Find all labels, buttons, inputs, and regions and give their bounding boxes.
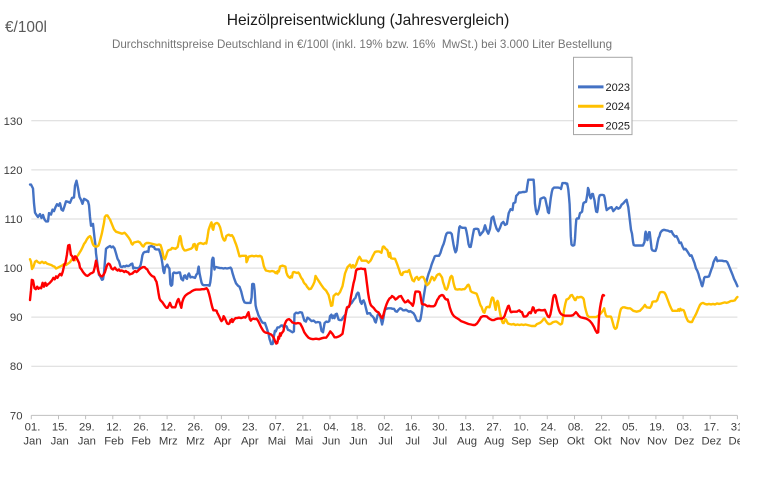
svg-text:01.: 01. (25, 422, 41, 434)
svg-text:Feb: Feb (104, 436, 123, 448)
svg-text:30.: 30. (432, 422, 448, 434)
svg-text:100: 100 (4, 263, 23, 275)
svg-text:Jul: Jul (378, 436, 392, 448)
svg-text:Jan: Jan (23, 436, 41, 448)
svg-text:2025: 2025 (606, 121, 630, 133)
svg-text:Mai: Mai (295, 436, 313, 448)
svg-text:Dez: Dez (729, 436, 740, 448)
svg-text:Jan: Jan (51, 436, 69, 448)
svg-text:13.: 13. (459, 422, 475, 434)
svg-text:Mrz: Mrz (186, 436, 205, 448)
svg-text:90: 90 (10, 312, 23, 324)
svg-text:Nov: Nov (647, 436, 667, 448)
svg-text:Apr: Apr (214, 436, 232, 448)
svg-text:2023: 2023 (606, 82, 630, 94)
svg-text:21.: 21. (296, 422, 312, 434)
svg-text:07.: 07. (269, 422, 285, 434)
svg-text:15.: 15. (52, 422, 68, 434)
svg-text:Jun: Jun (349, 436, 367, 448)
svg-text:31.: 31. (731, 422, 740, 434)
svg-text:26.: 26. (133, 422, 149, 434)
svg-text:€/100l: €/100l (5, 19, 47, 36)
svg-text:Nov: Nov (620, 436, 640, 448)
svg-text:29.: 29. (79, 422, 95, 434)
svg-text:10.: 10. (513, 422, 529, 434)
svg-text:24.: 24. (541, 422, 557, 434)
svg-text:26.: 26. (188, 422, 204, 434)
svg-text:Okt: Okt (567, 436, 585, 448)
svg-text:Jul: Jul (433, 436, 447, 448)
svg-text:Durchschnittspreise Deutschlan: Durchschnittspreise Deutschland in €/100… (112, 38, 612, 51)
svg-text:03.: 03. (676, 422, 692, 434)
svg-text:70: 70 (10, 410, 23, 422)
svg-text:Apr: Apr (241, 436, 259, 448)
svg-text:Sep: Sep (538, 436, 558, 448)
svg-text:08.: 08. (568, 422, 584, 434)
svg-text:12.: 12. (160, 422, 176, 434)
svg-text:02.: 02. (378, 422, 394, 434)
svg-text:05.: 05. (622, 422, 638, 434)
svg-text:04.: 04. (323, 422, 339, 434)
svg-text:Sep: Sep (511, 436, 531, 448)
svg-text:80: 80 (10, 361, 23, 373)
svg-text:120: 120 (4, 165, 23, 177)
svg-text:Jul: Jul (405, 436, 419, 448)
svg-text:Okt: Okt (594, 436, 612, 448)
svg-text:23.: 23. (242, 422, 258, 434)
svg-text:Heizölpreisentwicklung (Jahres: Heizölpreisentwicklung (Jahresvergleich) (227, 12, 510, 29)
svg-text:22.: 22. (595, 422, 611, 434)
svg-text:Aug: Aug (484, 436, 504, 448)
svg-text:2024: 2024 (606, 101, 630, 113)
svg-text:Feb: Feb (131, 436, 150, 448)
svg-text:17.: 17. (704, 422, 720, 434)
svg-text:16.: 16. (405, 422, 421, 434)
svg-text:110: 110 (4, 214, 22, 226)
svg-text:Aug: Aug (457, 436, 477, 448)
svg-text:130: 130 (4, 116, 23, 128)
svg-text:Mrz: Mrz (159, 436, 178, 448)
svg-text:Mai: Mai (268, 436, 286, 448)
svg-text:Jan: Jan (78, 436, 96, 448)
svg-text:19.: 19. (649, 422, 665, 434)
svg-text:Jun: Jun (322, 436, 340, 448)
svg-text:Dez: Dez (701, 436, 721, 448)
svg-text:18.: 18. (351, 422, 367, 434)
svg-text:12.: 12. (106, 422, 122, 434)
svg-text:09.: 09. (215, 422, 231, 434)
svg-text:Dez: Dez (674, 436, 694, 448)
svg-text:27.: 27. (486, 422, 502, 434)
